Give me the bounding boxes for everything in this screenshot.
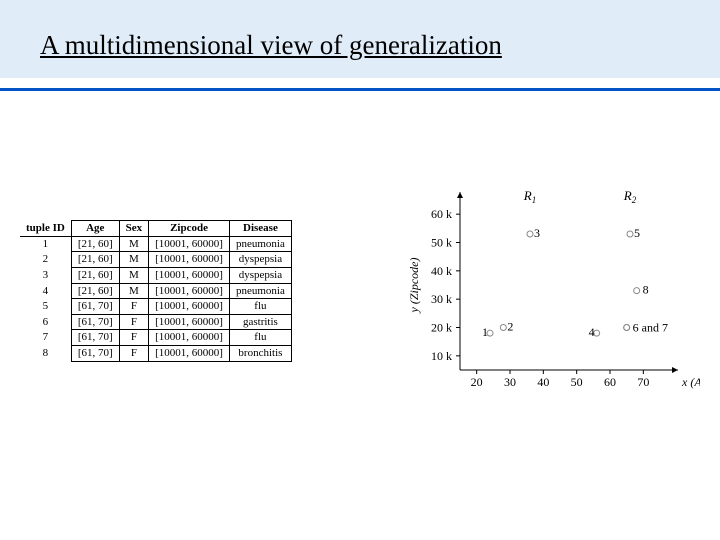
col-disease: Disease [229, 221, 291, 237]
svg-text:60 k: 60 k [431, 207, 452, 221]
svg-text:40 k: 40 k [431, 264, 452, 278]
page-title: A multidimensional view of generalizatio… [40, 30, 502, 61]
svg-text:R1: R1 [523, 188, 536, 205]
divider-line [0, 88, 720, 91]
col-zipcode: Zipcode [149, 221, 230, 237]
content-area: tuple ID Age Sex Zipcode Disease 1[21, 6… [0, 180, 720, 480]
svg-text:x (Age): x (Age) [681, 375, 700, 389]
col-tuple-id: tuple ID [20, 221, 71, 237]
svg-text:4: 4 [589, 325, 595, 339]
table-row: 5[61, 70]F[10001, 60000]flu [20, 299, 291, 315]
table-row: 4[21, 60]M[10001, 60000]pneumonia [20, 283, 291, 299]
svg-text:3: 3 [534, 226, 540, 240]
table-row: 8[61, 70]F[10001, 60000]bronchitis [20, 346, 291, 362]
table-row: 6[61, 70]F[10001, 60000]gastritis [20, 314, 291, 330]
svg-text:20 k: 20 k [431, 321, 452, 335]
svg-text:1: 1 [482, 325, 488, 339]
svg-text:6 and 7: 6 and 7 [633, 321, 668, 335]
col-age: Age [71, 221, 119, 237]
svg-text:60: 60 [604, 375, 616, 389]
svg-text:5: 5 [634, 226, 640, 240]
svg-text:50 k: 50 k [431, 236, 452, 250]
table-row: 1[21, 60]M[10001, 60000]pneumonia [20, 236, 291, 252]
svg-text:30 k: 30 k [431, 292, 452, 306]
svg-text:2: 2 [507, 320, 513, 334]
table-row: 7[61, 70]F[10001, 60000]flu [20, 330, 291, 346]
svg-text:70: 70 [637, 375, 649, 389]
generalization-table: tuple ID Age Sex Zipcode Disease 1[21, 6… [20, 220, 292, 362]
col-sex: Sex [119, 221, 149, 237]
svg-text:20: 20 [471, 375, 483, 389]
scatter-chart: 20 30 40 50 60 70 10 k 20 k 30 k 40 k 50 k 60 k x (A… [400, 180, 700, 440]
svg-text:40: 40 [537, 375, 549, 389]
svg-text:30: 30 [504, 375, 516, 389]
svg-text:8: 8 [643, 283, 649, 297]
svg-text:y (Zipcode): y (Zipcode) [407, 258, 421, 314]
table-header-row: tuple ID Age Sex Zipcode Disease [20, 221, 291, 237]
header-band: A multidimensional view of generalizatio… [0, 0, 720, 78]
svg-text:R2: R2 [623, 188, 637, 205]
table-row: 2[21, 60]M[10001, 60000]dyspepsia [20, 252, 291, 268]
table-row: 3[21, 60]M[10001, 60000]dyspepsia [20, 267, 291, 283]
svg-text:50: 50 [571, 375, 583, 389]
svg-text:10 k: 10 k [431, 349, 452, 363]
